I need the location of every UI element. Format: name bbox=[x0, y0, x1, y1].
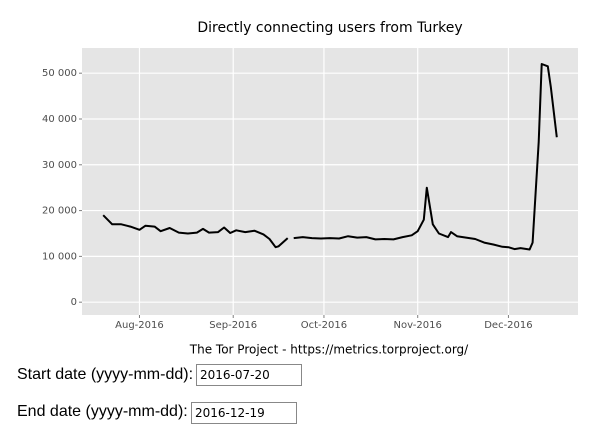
y-tick-label: 50 000 bbox=[42, 68, 77, 79]
x-tick-label: Nov-2016 bbox=[394, 320, 442, 331]
end-label: End date (yyyy-mm-dd): bbox=[17, 403, 188, 420]
chart-title: Directly connecting users from Turkey bbox=[197, 20, 462, 36]
x-tick-label: Oct-2016 bbox=[301, 320, 347, 331]
y-tick-label: 40 000 bbox=[42, 114, 77, 125]
line bbox=[102, 63, 558, 251]
y-tick-label: 30 000 bbox=[42, 160, 77, 171]
chart: Directly connecting users from Turkey Th… bbox=[42, 20, 578, 357]
plot-panel bbox=[82, 48, 578, 315]
end-date-input[interactable] bbox=[191, 402, 297, 424]
start-date-input[interactable] bbox=[196, 364, 302, 386]
y-tick-label: 10 000 bbox=[42, 251, 77, 262]
x-tick-label: Dec-2016 bbox=[484, 320, 532, 331]
y-tick-label: 0 bbox=[71, 297, 77, 308]
x-tick-label: Aug-2016 bbox=[115, 320, 164, 331]
x-tick-label: Sep-2016 bbox=[209, 320, 257, 331]
caption: The Tor Project - https://metrics.torpro… bbox=[189, 343, 469, 357]
y-tick-label: 20 000 bbox=[42, 206, 77, 217]
start-label: Start date (yyyy-mm-dd): bbox=[17, 366, 194, 383]
